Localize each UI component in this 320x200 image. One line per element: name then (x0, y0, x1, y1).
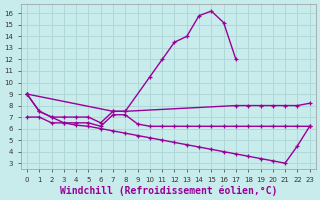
X-axis label: Windchill (Refroidissement éolien,°C): Windchill (Refroidissement éolien,°C) (60, 185, 277, 196)
